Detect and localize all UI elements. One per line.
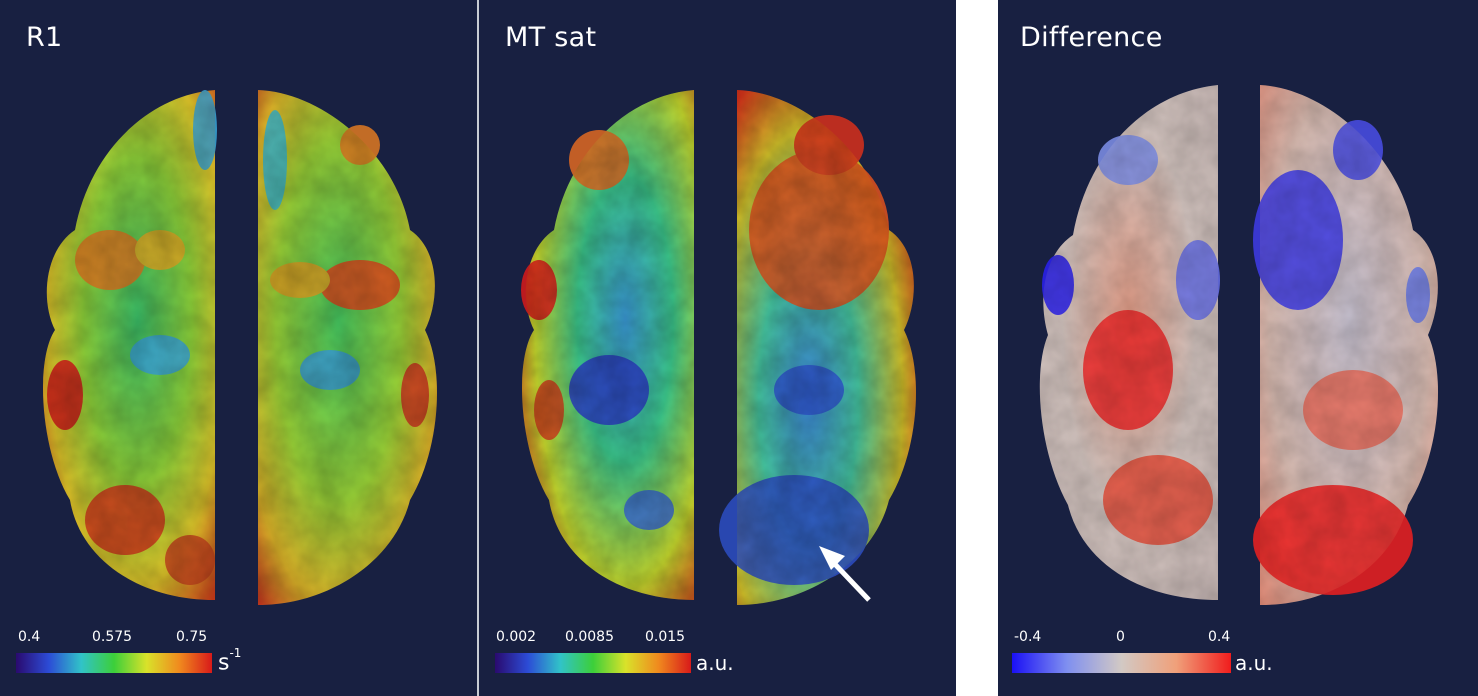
tick-min: -0.4 [1014, 629, 1042, 645]
difference-panel: Difference [998, 0, 1478, 696]
annotation-arrow-icon [819, 546, 871, 602]
r1-brain-render [43, 90, 437, 605]
tick-mid: 0 [1116, 629, 1125, 645]
difference-brain-render [1039, 85, 1439, 605]
colorbar-mt-sat [495, 653, 691, 673]
tick-max: 0.015 [645, 629, 686, 645]
tick-min: 0.4 [18, 629, 41, 645]
tick-min: 0.002 [496, 629, 537, 645]
tick-max: 0.4 [1208, 629, 1231, 645]
panel-title-r1: R1 [26, 22, 63, 53]
panel-divider [477, 0, 479, 696]
tick-mid: 0.0085 [565, 629, 614, 645]
tick-mid: 0.575 [92, 629, 133, 645]
unit-label-difference: a.u. [1235, 651, 1273, 675]
colorbar-difference [1012, 653, 1231, 673]
panel-title-difference: Difference [1020, 22, 1163, 53]
tick-max: 0.75 [176, 629, 208, 645]
mt-sat-brain-render [521, 90, 916, 605]
panel-title-mt-sat: MT sat [505, 22, 597, 53]
r1-panel: R1 [0, 0, 477, 696]
unit-label-r1: s-1 [218, 646, 242, 676]
mt-sat-panel: MT sat [479, 0, 956, 696]
unit-label-mt-sat: a.u. [696, 651, 734, 675]
colorbar-r1 [16, 653, 212, 673]
